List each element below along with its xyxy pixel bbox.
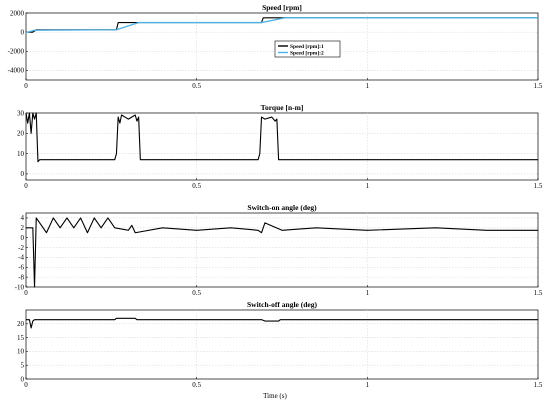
x-tick-label: 0.5 — [192, 182, 201, 190]
x-tick-label: 0 — [24, 381, 28, 389]
series-line-1 — [26, 17, 538, 33]
y-tick-label: 5 — [21, 362, 25, 370]
y-tick-label: 0 — [21, 375, 25, 383]
series-line-1 — [26, 217, 538, 288]
series-line-1 — [25, 112, 538, 163]
panel-2: Torque [n-m] 0 0.5 1 1.5 0 10 20 30 — [17, 103, 543, 190]
plot-frame — [25, 309, 539, 380]
y-tick-label: -6 — [18, 264, 24, 272]
x-tick-label: 0 — [24, 289, 28, 297]
panel-4: Switch-off angle (deg) 0 0.5 1 1.5 0 5 10 15 20 — [17, 300, 543, 389]
y-tick-label: -8 — [18, 273, 24, 281]
x-tick-label: 1 — [366, 381, 370, 389]
x-tick-label: 0.5 — [192, 381, 201, 389]
legend-entry-1: Speed [rpm]:1 — [290, 44, 324, 50]
x-tick-label: 1 — [366, 289, 370, 297]
plot-frame — [25, 212, 539, 288]
x-tick-label: 1.5 — [534, 381, 543, 389]
y-tick-label: 10 — [17, 150, 25, 158]
x-tick-label: 1.5 — [534, 82, 543, 90]
legend-box — [274, 40, 341, 58]
x-axis-label: Time (s) — [263, 392, 287, 400]
legend-entry-2: Speed [rpm]:2 — [290, 51, 324, 57]
x-tick-label: 0.5 — [192, 289, 201, 297]
panel-1: Speed [rpm] 0 0.5 1 1.5 -4000 -2000 0 2000 Speed … — [8, 3, 543, 90]
y-tick-label: -10 — [15, 283, 25, 291]
plot-frame — [25, 112, 539, 181]
y-tick-label: 0 — [21, 170, 25, 178]
x-tick-label: 0 — [24, 82, 28, 90]
x-tick-label: 1 — [366, 182, 370, 190]
y-tick-label: 0 — [21, 234, 25, 242]
y-tick-label: 2000 — [10, 9, 25, 17]
series-line-1 — [26, 317, 538, 329]
y-tick-label: -2000 — [8, 48, 25, 56]
panel-3: Switch-on angle (deg) 0 0.5 1 1.5 -10 -8-6 -4 -2… — [15, 203, 543, 297]
panel-title: Torque [n-m] — [261, 103, 304, 112]
x-tick-label: 0 — [24, 182, 28, 190]
panel-title: Speed [rpm] — [262, 3, 302, 12]
y-tick-label: -2 — [18, 244, 24, 252]
x-tick-label: 1.5 — [534, 289, 543, 297]
y-tick-label: -4 — [18, 254, 24, 262]
y-tick-label: 10 — [17, 348, 25, 356]
x-tick-label: 1.5 — [534, 182, 543, 190]
series-line-2 — [25, 17, 538, 34]
y-tick-label: 30 — [17, 109, 25, 117]
y-tick-label: 4 — [21, 214, 25, 222]
y-tick-label: 20 — [17, 130, 25, 138]
y-tick-label: 15 — [17, 334, 25, 342]
y-tick-label: 20 — [17, 320, 25, 328]
y-tick-label: 0 — [21, 28, 25, 36]
x-tick-label: 0.5 — [192, 82, 201, 90]
x-tick-label: 1 — [366, 82, 370, 90]
y-tick-label: -4000 — [8, 67, 25, 75]
panel-title: Switch-on angle (deg) — [247, 203, 317, 212]
y-tick-label: 2 — [21, 224, 25, 232]
panel-title: Switch-off angle (deg) — [247, 300, 317, 309]
